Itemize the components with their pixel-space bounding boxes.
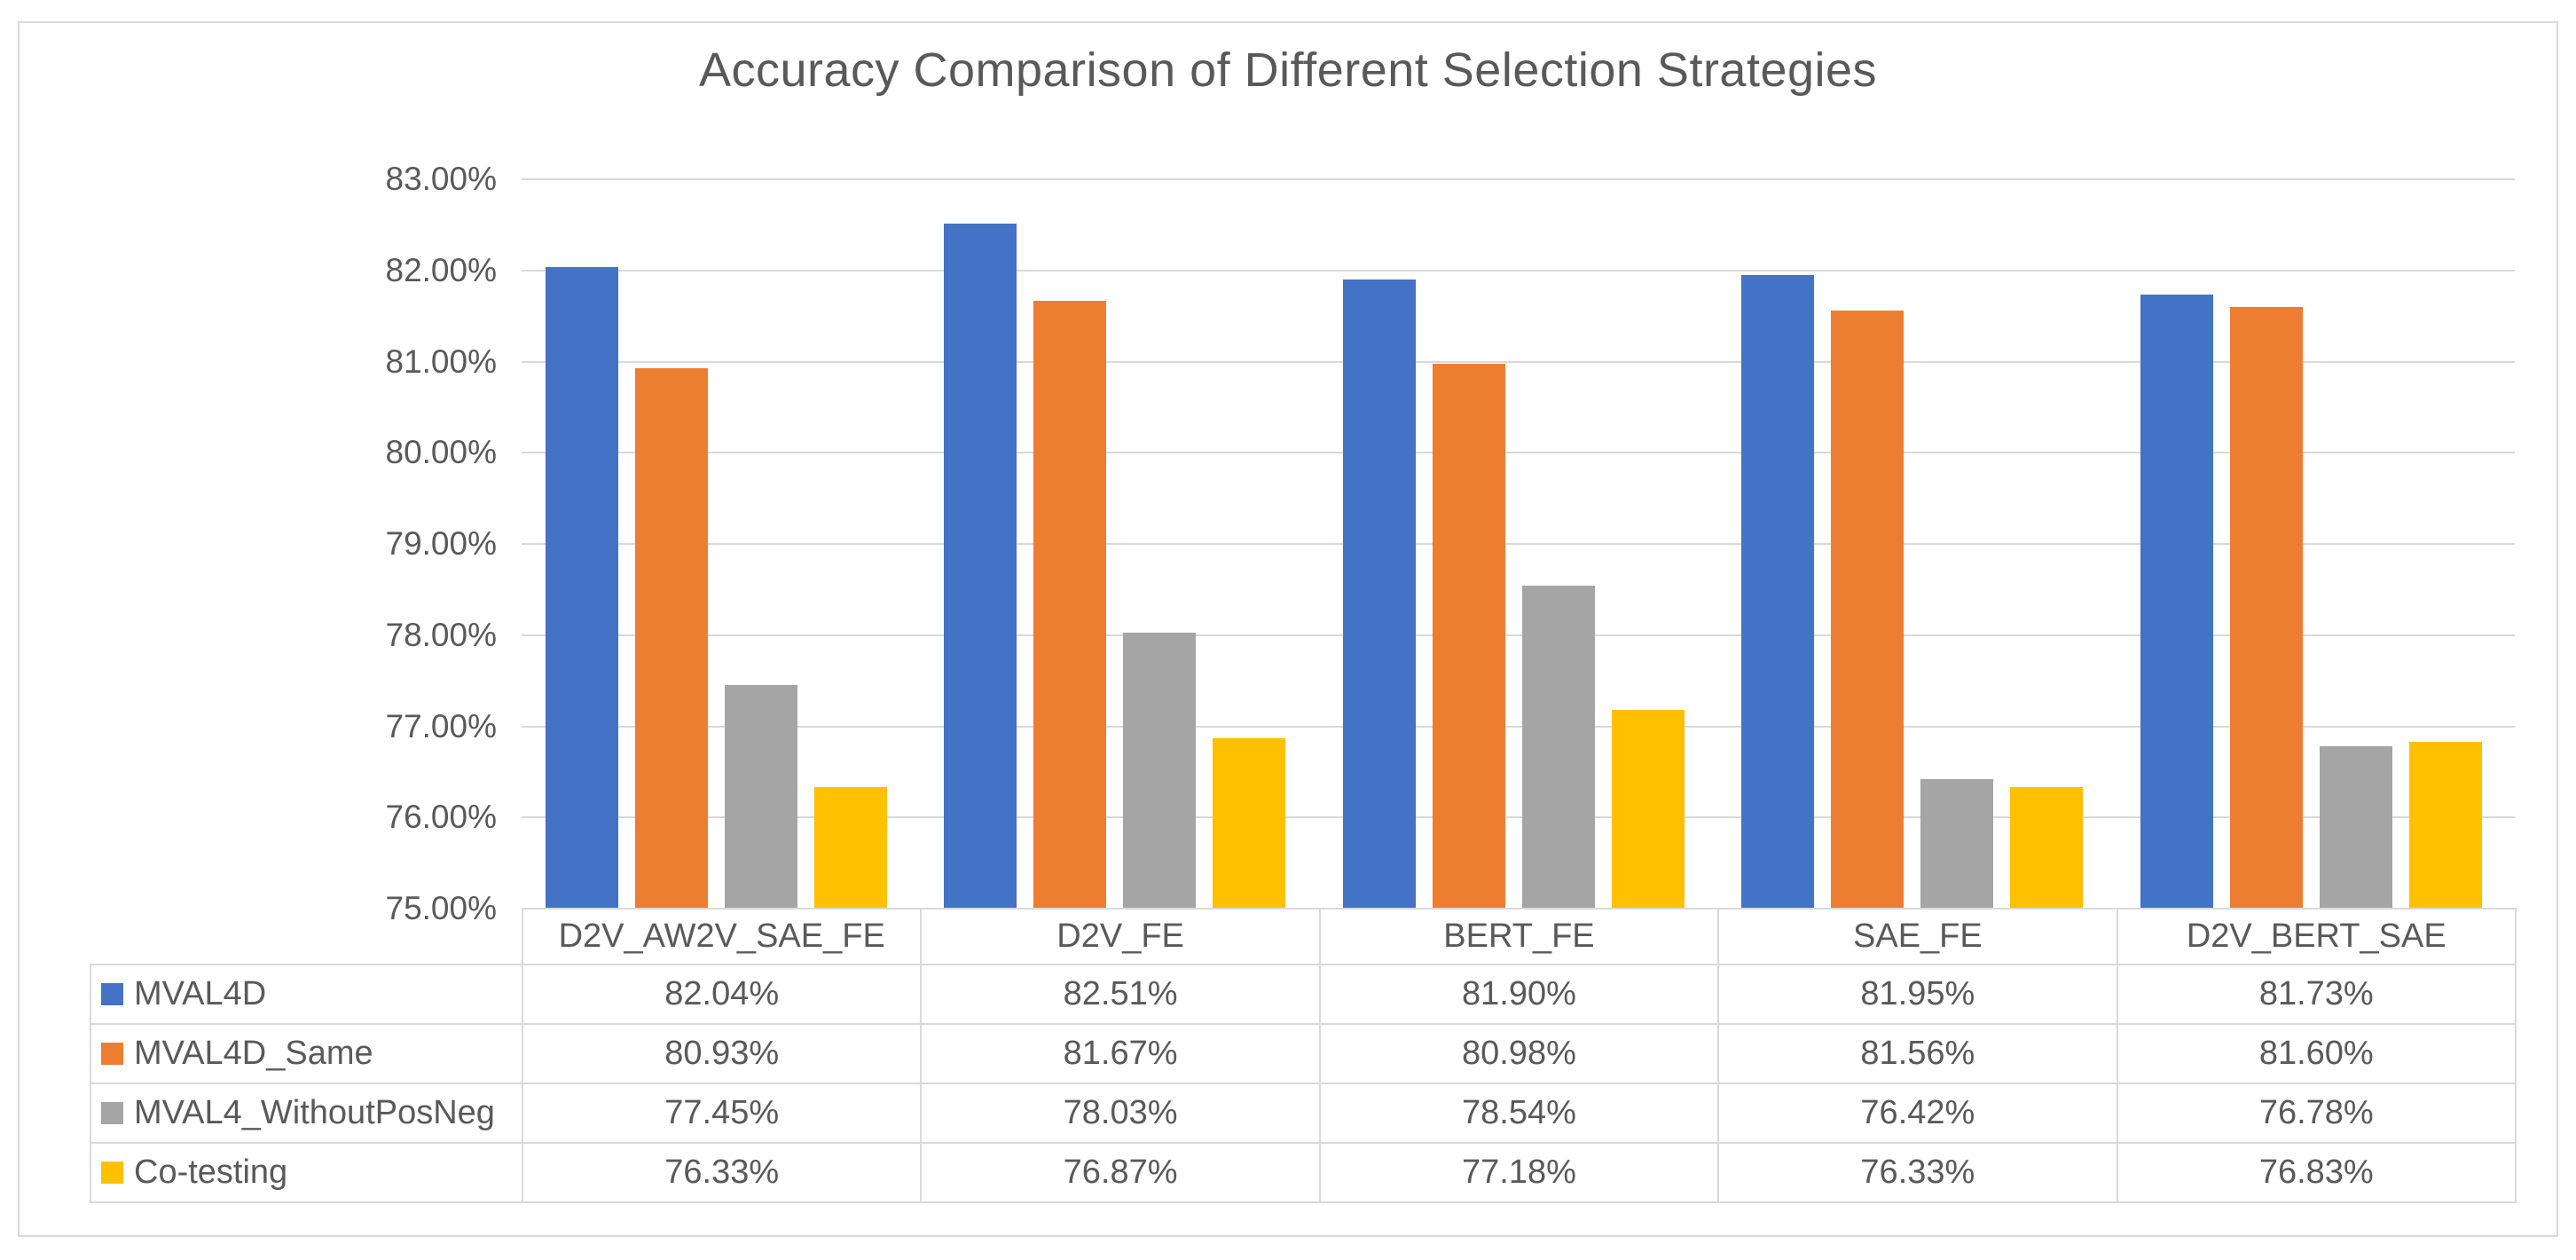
series-name: Co-testing xyxy=(134,1154,288,1191)
bar-MVAL4D-D2V_BERT_SAE[interactable] xyxy=(2140,295,2213,909)
category-header-cell: D2V_BERT_SAE xyxy=(2116,908,2517,965)
value-cell: 77.45% xyxy=(521,1083,923,1144)
value-cell: 81.67% xyxy=(920,1023,1321,1084)
table-corner-spacer xyxy=(90,909,522,965)
legend-cell-MVAL4D: MVAL4D xyxy=(90,964,523,1025)
value-cell: 81.73% xyxy=(2116,964,2517,1025)
bar-MVAL4D_Same-D2V_AW2V_SAE_FE[interactable] xyxy=(635,368,708,909)
bar-MVAL4D-SAE_FE[interactable] xyxy=(1741,275,1814,909)
value-cell: 76.87% xyxy=(920,1142,1321,1203)
table-row: MVAL4_WithoutPosNeg 77.45% 78.03% 78.54% 76.… xyxy=(90,1083,2517,1144)
gridline xyxy=(522,726,2515,728)
value-cell: 80.93% xyxy=(521,1023,923,1084)
series-name: MVAL4_WithoutPosNeg xyxy=(134,1094,495,1131)
bar-MVAL4_WithoutPosNeg-D2V_FE[interactable] xyxy=(1123,633,1196,909)
bar-Co-testing-BERT_FE[interactable] xyxy=(1612,710,1685,909)
value-cell: 77.18% xyxy=(1318,1142,1720,1203)
bar-Co-testing-D2V_BERT_SAE[interactable] xyxy=(2409,742,2482,909)
value-cell: 82.51% xyxy=(920,964,1321,1025)
y-axis-tick-label: 80.00% xyxy=(385,434,498,470)
y-axis-tick-label: 78.00% xyxy=(385,617,498,653)
value-cell: 76.83% xyxy=(2116,1142,2517,1203)
category-header-cell: BERT_FE xyxy=(1318,908,1720,965)
y-axis-tick-label: 79.00% xyxy=(385,525,498,562)
y-axis-tick-label: 76.00% xyxy=(385,799,498,835)
value-cell: 76.42% xyxy=(1717,1083,2118,1144)
legend-key-icon xyxy=(101,1162,123,1184)
legend-key-icon xyxy=(101,983,123,1005)
series-name: MVAL4D xyxy=(134,975,267,1012)
bar-MVAL4D_Same-BERT_FE[interactable] xyxy=(1433,364,1505,909)
category-header-cell: SAE_FE xyxy=(1717,908,2118,965)
value-cell: 81.60% xyxy=(2116,1023,2517,1084)
bar-Co-testing-D2V_FE[interactable] xyxy=(1213,738,1285,909)
gridline xyxy=(522,634,2515,636)
value-cell: 78.54% xyxy=(1318,1083,1720,1144)
gridline xyxy=(522,816,2515,818)
data-table: D2V_AW2V_SAE_FE D2V_FE BERT_FE SAE_FE D2V_BE… xyxy=(90,908,2517,1203)
category-header-cell: D2V_AW2V_SAE_FE xyxy=(521,908,923,965)
value-cell: 81.95% xyxy=(1717,964,2118,1025)
table-row: Co-testing 76.33% 76.87% 77.18% 76.33% 76.83% xyxy=(90,1142,2517,1203)
gridline xyxy=(522,543,2515,545)
bar-MVAL4D-D2V_FE[interactable] xyxy=(944,224,1017,909)
y-axis-tick-label: 83.00% xyxy=(385,161,498,197)
legend-cell-MVAL4D_Same: MVAL4D_Same xyxy=(90,1023,523,1084)
value-cell: 76.33% xyxy=(521,1142,923,1203)
legend-cell-Co-testing: Co-testing xyxy=(90,1142,523,1203)
bar-MVAL4_WithoutPosNeg-SAE_FE[interactable] xyxy=(1920,779,1993,909)
value-cell: 81.90% xyxy=(1318,964,1720,1025)
value-cell: 82.04% xyxy=(521,964,923,1025)
bar-Co-testing-D2V_AW2V_SAE_FE[interactable] xyxy=(814,787,887,909)
y-axis-tick-label: 81.00% xyxy=(385,343,498,380)
bar-Co-testing-SAE_FE[interactable] xyxy=(2010,787,2083,909)
y-axis-tick-label: 75.00% xyxy=(385,890,498,926)
legend-key-icon xyxy=(101,1102,123,1124)
category-header-cell: D2V_FE xyxy=(920,908,1321,965)
chart-title: Accuracy Comparison of Different Selecti… xyxy=(698,43,1878,97)
series-name: MVAL4D_Same xyxy=(134,1035,373,1072)
bar-MVAL4D_Same-D2V_FE[interactable] xyxy=(1033,301,1106,909)
table-row: MVAL4D 82.04% 82.51% 81.90% 81.95% 81.73% xyxy=(90,964,2517,1025)
bar-MVAL4D_Same-SAE_FE[interactable] xyxy=(1831,311,1904,909)
value-cell: 76.33% xyxy=(1717,1142,2118,1203)
bar-MVAL4D-BERT_FE[interactable] xyxy=(1343,280,1416,909)
value-cell: 81.56% xyxy=(1717,1023,2118,1084)
legend-cell-MVAL4_WithoutPosNeg: MVAL4_WithoutPosNeg xyxy=(90,1083,523,1144)
gridline xyxy=(522,270,2515,272)
table-row: MVAL4D_Same 80.93% 81.67% 80.98% 81.56% 81.60… xyxy=(90,1023,2517,1084)
y-axis-tick-label: 77.00% xyxy=(385,708,498,744)
gridline xyxy=(522,361,2515,363)
bar-MVAL4_WithoutPosNeg-BERT_FE[interactable] xyxy=(1522,586,1595,909)
gridline xyxy=(522,178,2515,180)
bar-MVAL4D_Same-D2V_BERT_SAE[interactable] xyxy=(2230,307,2303,909)
bar-MVAL4D-D2V_AW2V_SAE_FE[interactable] xyxy=(546,267,618,909)
value-cell: 80.98% xyxy=(1318,1023,1720,1084)
bar-MVAL4_WithoutPosNeg-D2V_BERT_SAE[interactable] xyxy=(2320,746,2392,909)
gridline xyxy=(522,452,2515,453)
bar-MVAL4_WithoutPosNeg-D2V_AW2V_SAE_FE[interactable] xyxy=(725,685,797,909)
value-cell: 76.78% xyxy=(2116,1083,2517,1144)
value-cell: 78.03% xyxy=(920,1083,1321,1144)
y-axis-tick-label: 82.00% xyxy=(385,252,498,288)
legend-key-icon xyxy=(101,1043,123,1065)
